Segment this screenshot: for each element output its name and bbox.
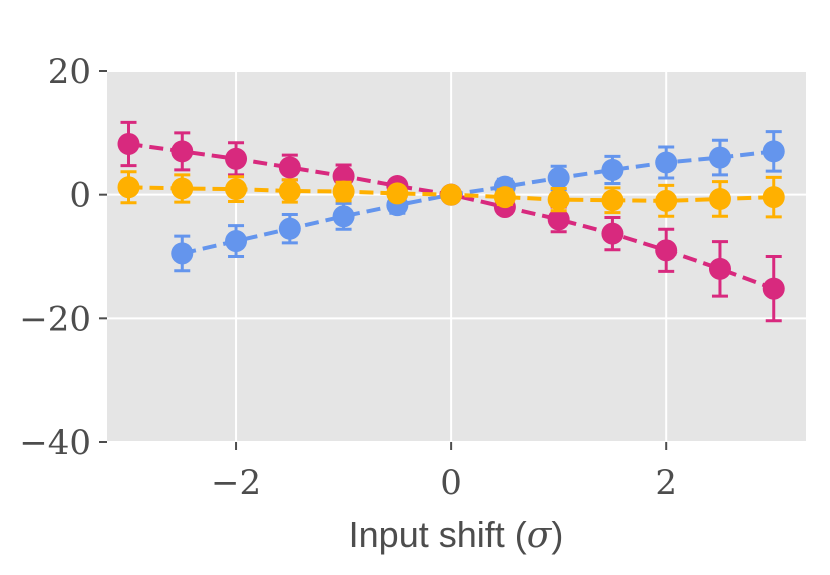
- plot-background: [107, 71, 806, 442]
- data-point: [547, 208, 570, 231]
- data-point: [493, 186, 516, 209]
- y-tick-label: −20: [19, 299, 91, 339]
- x-tick-label: −2: [211, 463, 261, 503]
- data-point: [708, 146, 731, 169]
- data-point: [601, 189, 624, 212]
- data-point: [171, 242, 194, 265]
- data-point: [171, 177, 194, 200]
- data-point: [117, 132, 140, 155]
- x-tick-label: 2: [655, 463, 677, 503]
- data-point: [708, 187, 731, 210]
- data-point: [225, 178, 248, 201]
- x-axis-label: Input shift (σ): [349, 514, 564, 556]
- y-tick-label: 20: [48, 52, 91, 92]
- data-point: [708, 257, 731, 280]
- data-point: [440, 183, 463, 206]
- x-axis-label-text: Input shift (: [349, 514, 527, 555]
- y-tick-label: −40: [19, 423, 91, 463]
- data-point: [762, 140, 785, 163]
- y-tick-label: 0: [69, 176, 91, 216]
- data-point: [601, 222, 624, 245]
- data-point: [655, 151, 678, 174]
- data-point: [655, 189, 678, 212]
- data-point: [655, 239, 678, 262]
- data-point: [225, 147, 248, 170]
- x-axis-label-symbol: σ: [527, 515, 553, 556]
- series-3: [117, 170, 785, 219]
- data-point: [225, 230, 248, 253]
- data-point: [547, 188, 570, 211]
- x-tick-label: 0: [440, 463, 462, 503]
- series-line: [181, 149, 774, 256]
- data-point: [332, 205, 355, 228]
- data-point: [171, 140, 194, 163]
- data-point: [762, 277, 785, 300]
- data-point: [547, 166, 570, 189]
- data-point: [117, 176, 140, 199]
- x-axis-label-close: ): [551, 514, 563, 555]
- data-point: [386, 182, 409, 205]
- data-point: [278, 179, 301, 202]
- data-point: [278, 156, 301, 179]
- data-point: [601, 158, 624, 181]
- data-point: [278, 217, 301, 240]
- data-point: [762, 186, 785, 209]
- series-layer: [117, 120, 785, 323]
- data-point: [332, 180, 355, 203]
